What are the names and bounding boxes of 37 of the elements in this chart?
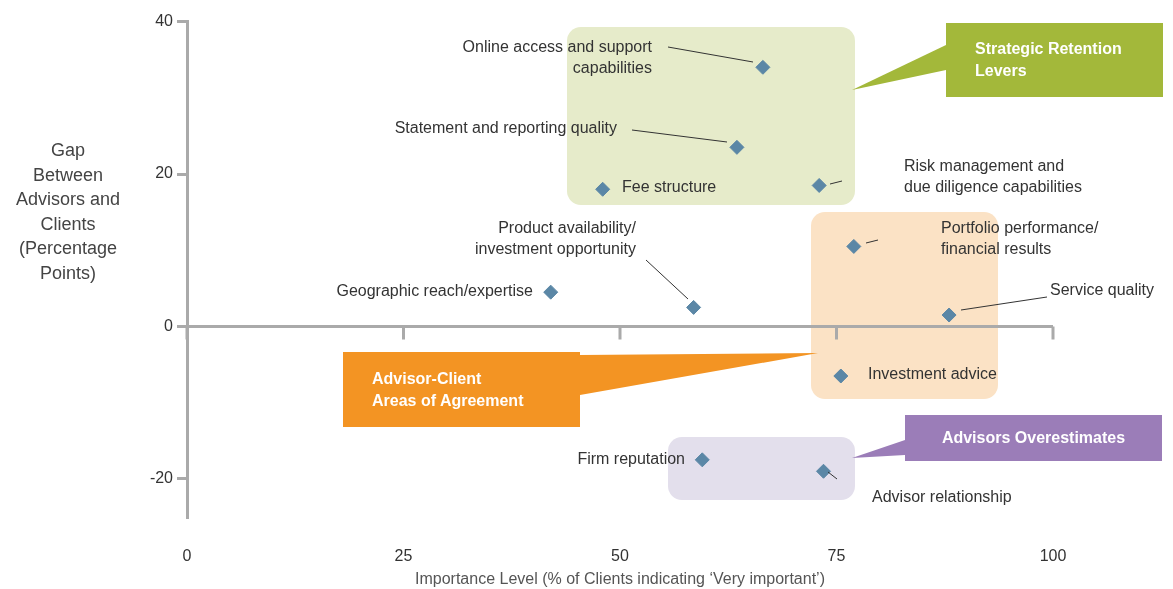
annotation: Product availability/ investment opportunity: [475, 219, 637, 258]
point: [846, 238, 862, 254]
annotation: Investment advice: [868, 365, 998, 383]
point: [595, 181, 611, 197]
point: [694, 452, 710, 468]
point: [755, 59, 771, 75]
y-tick-label: 40: [155, 12, 174, 30]
x-tick-label: 0: [182, 547, 192, 565]
annotation: Firm reputation: [577, 450, 685, 468]
y-axis-title: Gap Between Advisors and Clients (Percentage Points): [14, 139, 122, 285]
x-axis-title: Importance Level (% of Clients indicating ‘Very important’): [415, 569, 825, 587]
annotation: Advisor-Client Areas of Agreement: [372, 368, 524, 411]
annotation: Service quality: [1050, 281, 1155, 299]
y-tick-label: 0: [164, 316, 174, 334]
point: [833, 368, 849, 384]
point: [543, 284, 559, 300]
annotation: Geographic reach/expertise: [336, 282, 534, 300]
y-tick-label: 20: [155, 164, 174, 182]
annotation: Strategic Retention Levers: [975, 39, 1122, 81]
annotation: Portfolio performance/ financial results: [941, 219, 1099, 258]
x-tick-label: 50: [611, 547, 629, 565]
x-tick-label: 75: [827, 547, 846, 565]
annotation: Advisors Overestimates: [941, 428, 1126, 448]
annotation: Online access and support capabilities: [462, 38, 653, 77]
x-tick-label: 100: [1039, 547, 1067, 565]
point: [811, 177, 827, 193]
annotation: Risk management and due diligence capabilities: [904, 157, 1082, 196]
point: [941, 307, 957, 323]
y-tick-label: -20: [149, 469, 174, 487]
point: [686, 299, 702, 315]
callout-tag: Advisor-Client Areas of Agreement: [343, 352, 818, 427]
annotation: Advisor relationship: [872, 488, 1012, 506]
point: [816, 463, 832, 479]
annotation: Fee structure: [622, 178, 717, 196]
point: [729, 139, 745, 155]
x-tick-label: 25: [394, 547, 413, 565]
annotation: Statement and reporting quality: [394, 119, 617, 137]
